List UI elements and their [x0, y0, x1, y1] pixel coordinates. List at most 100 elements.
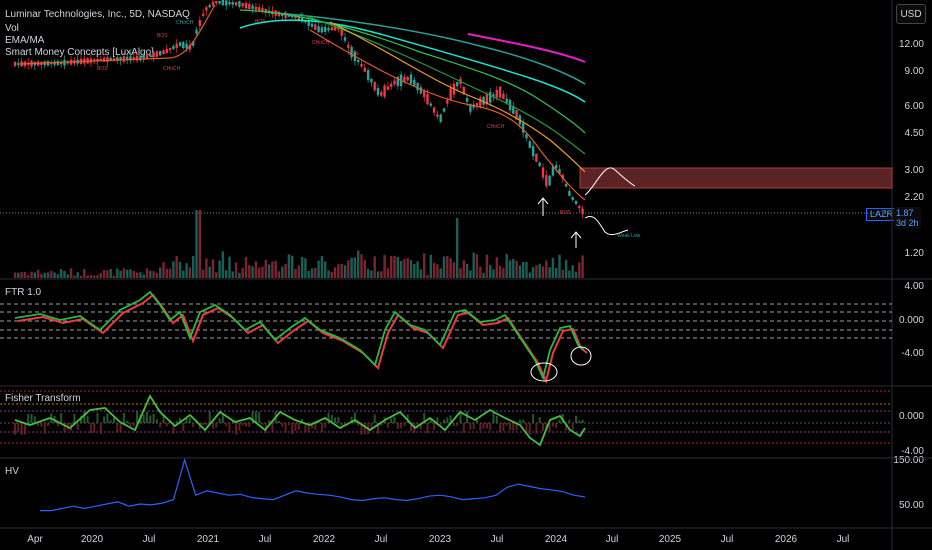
candle-body [485, 93, 489, 105]
volume-bar [320, 256, 324, 278]
candle-body [122, 55, 126, 62]
fisher-pane-label[interactable]: Fisher Transform [5, 393, 81, 404]
candle-body [297, 15, 300, 20]
candle-body [416, 82, 419, 91]
projection-down-path[interactable] [584, 216, 629, 236]
candle-body [555, 165, 558, 169]
volume-bar [518, 265, 522, 278]
fisher-histogram-bar [575, 415, 577, 423]
ftr-pane-label[interactable]: FTR 1.0 [5, 287, 42, 298]
arrow-up-icon[interactable] [570, 231, 582, 248]
indicator-vol[interactable]: Vol [5, 23, 19, 34]
fisher-histogram-bar [518, 419, 521, 423]
time-tick: Jul [374, 534, 388, 545]
indicator-ema-ma[interactable]: EMA/MA [5, 35, 45, 46]
ftr-circle-annotation[interactable] [570, 346, 592, 366]
candle-body [320, 27, 324, 33]
volume-bar [330, 271, 333, 278]
volume-bar [56, 274, 60, 278]
volume-bar [109, 268, 112, 278]
ema-cyan-line [239, 19, 586, 103]
fisher-histogram-bar [37, 423, 40, 426]
arrow-up-icon[interactable] [537, 197, 549, 216]
volume-bar [215, 272, 218, 278]
supply-zone[interactable] [579, 167, 893, 189]
volume-bar [386, 268, 390, 278]
ema-green-line [239, 9, 586, 134]
indicator-smc[interactable]: Smart Money Concepts [LuxAlgo] [5, 47, 154, 58]
candle-body [192, 41, 195, 46]
volume-bar [201, 269, 205, 278]
fisher-histogram-bar [20, 423, 23, 435]
candle-body [287, 14, 291, 17]
candle-body [225, 0, 228, 6]
fisher-histogram-bar [212, 423, 214, 429]
volume-bar [568, 270, 571, 278]
volume-bar [310, 268, 314, 278]
hv-pane-label[interactable]: HV [5, 466, 19, 477]
fisher-histogram-bar [172, 423, 175, 434]
volume-bar [399, 260, 403, 278]
volume-bar [36, 269, 40, 278]
volume-bar [469, 270, 472, 278]
candle-body [432, 107, 436, 113]
candle-body [373, 82, 376, 91]
fisher-histogram-bar [522, 419, 525, 423]
volume-bar [465, 263, 469, 278]
fisher-histogram-bar [334, 417, 337, 423]
bar-countdown: 3d 2h [896, 218, 919, 228]
time-tick: Jul [258, 534, 272, 545]
volume-bar [69, 268, 73, 278]
fisher-histogram-bar [406, 414, 409, 423]
candle-body [525, 134, 528, 139]
candle-body [314, 24, 317, 31]
volume-bar [23, 272, 27, 278]
fisher-histogram-bar [499, 423, 502, 433]
candle-body [456, 82, 459, 87]
volume-bar [419, 269, 423, 278]
volume-bar [33, 272, 36, 278]
candle-body [515, 110, 518, 120]
volume-bar [525, 261, 528, 278]
fisher-histogram-bar [320, 423, 323, 433]
currency-button[interactable]: USD [896, 4, 926, 24]
candle-body [363, 67, 366, 72]
fisher-histogram-bar [337, 417, 340, 423]
volume-bar [102, 269, 106, 278]
fisher-histogram-bar [60, 413, 63, 423]
candle-body [495, 89, 498, 98]
volume-bar [337, 264, 340, 278]
candle-body [304, 20, 307, 23]
volume-bar [135, 272, 139, 278]
volume-bar [505, 253, 508, 278]
candle-body [228, 2, 231, 5]
volume-bar [432, 262, 436, 278]
time-tick: 2025 [658, 534, 682, 545]
fisher-histogram-bar [132, 423, 135, 427]
candle-body [548, 175, 551, 186]
fisher-histogram-bar [188, 417, 191, 423]
candle-body [574, 200, 578, 205]
fisher-histogram-bar [502, 423, 505, 431]
candle-body [258, 7, 261, 12]
volume-bar [383, 255, 386, 278]
ftr-circle-annotation[interactable] [530, 362, 558, 382]
volume-bar [234, 262, 238, 278]
volume-bar [373, 256, 376, 278]
volume-bar [274, 260, 277, 278]
candle-body [489, 91, 492, 103]
projection-up-path[interactable] [584, 167, 636, 196]
fisher-histogram-bar [268, 420, 271, 423]
fisher-histogram-bar [235, 423, 238, 435]
fisher-histogram-bar [205, 423, 208, 426]
candle-body [215, 0, 218, 4]
volume-bar [96, 274, 99, 278]
volume-bar [291, 255, 294, 278]
fisher-histogram-bar [512, 423, 515, 431]
volume-bar [271, 261, 274, 278]
volume-bar [66, 274, 69, 278]
fisher-histogram-bar [142, 414, 145, 423]
price-tick: 3.00 [904, 165, 924, 176]
fisher-histogram-bar [17, 423, 20, 432]
